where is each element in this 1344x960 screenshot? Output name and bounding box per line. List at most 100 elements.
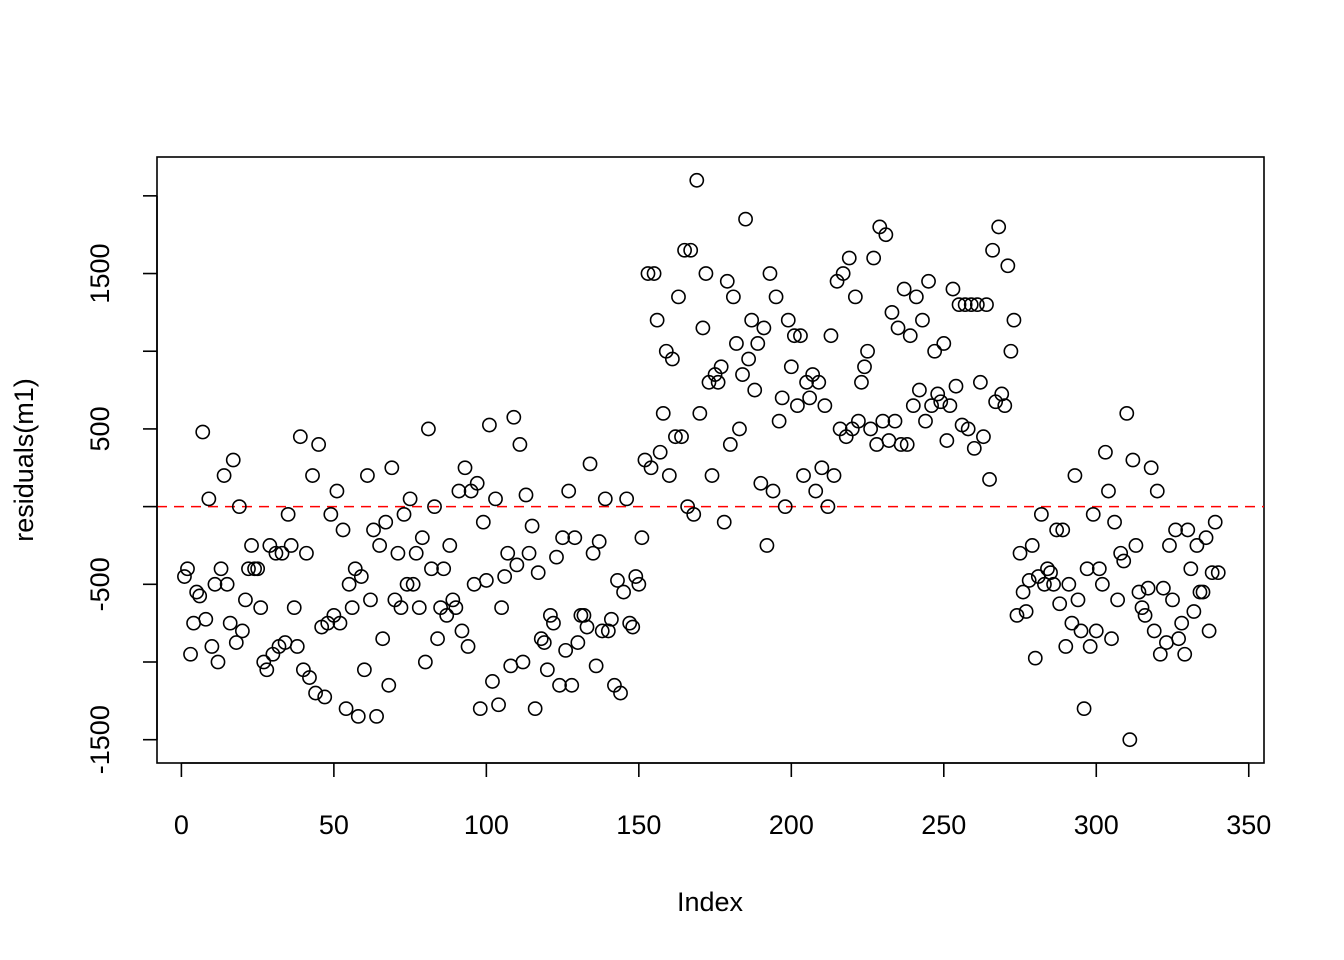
data-point xyxy=(1104,631,1119,647)
data-point xyxy=(183,646,198,662)
y-tick-label: -500 xyxy=(85,557,115,611)
data-point xyxy=(378,514,394,530)
data-point xyxy=(927,343,943,359)
data-point xyxy=(869,437,885,452)
data-point xyxy=(1119,405,1135,421)
data-point xyxy=(350,708,366,724)
data-point xyxy=(396,506,412,522)
x-tick-label: 350 xyxy=(1226,810,1271,840)
data-point xyxy=(1204,565,1220,581)
data-point xyxy=(192,588,208,604)
data-point xyxy=(936,336,952,351)
data-point xyxy=(356,662,372,678)
data-point xyxy=(509,557,525,573)
data-point xyxy=(1107,514,1122,530)
data-point xyxy=(1131,584,1147,600)
data-point xyxy=(1061,576,1077,592)
data-point xyxy=(774,390,790,406)
data-point xyxy=(460,639,476,654)
data-point xyxy=(863,421,879,437)
data-point xyxy=(796,468,811,483)
data-point xyxy=(613,685,628,701)
y-tick-label: -1500 xyxy=(85,705,115,774)
data-point xyxy=(823,328,839,344)
data-point xyxy=(945,281,961,297)
data-point xyxy=(256,654,272,670)
data-point xyxy=(1189,538,1205,553)
data-point xyxy=(469,475,485,491)
data-point xyxy=(369,708,384,724)
data-point xyxy=(738,211,753,227)
x-axis: 0 50 100 150 200 250 300 350 xyxy=(174,762,1271,840)
data-point xyxy=(393,600,409,616)
data-point xyxy=(1033,506,1049,522)
y-axis: -1500 -500 500 1500 xyxy=(85,195,158,774)
data-point xyxy=(671,289,686,305)
data-point xyxy=(908,289,924,305)
data-point xyxy=(372,538,388,553)
data-point xyxy=(286,600,302,616)
data-point xyxy=(491,697,506,713)
data-point xyxy=(969,297,985,313)
data-point xyxy=(704,468,720,483)
data-point xyxy=(363,592,378,608)
data-points xyxy=(177,172,1226,748)
data-point xyxy=(921,273,936,289)
data-point xyxy=(887,413,903,429)
data-point xyxy=(1122,732,1138,748)
data-point xyxy=(1058,639,1074,654)
x-tick-label: 150 xyxy=(616,810,661,840)
data-point xyxy=(594,623,610,639)
data-point xyxy=(1021,573,1037,588)
data-point xyxy=(905,398,921,414)
data-point xyxy=(414,530,430,546)
data-point xyxy=(1024,538,1040,553)
data-point xyxy=(1195,584,1211,600)
data-point xyxy=(814,460,830,476)
data-point xyxy=(524,518,540,534)
x-tick-label: 100 xyxy=(464,810,509,840)
data-point xyxy=(424,561,439,577)
data-point xyxy=(1192,584,1208,600)
data-point xyxy=(207,576,223,592)
data-point xyxy=(1137,607,1153,623)
data-point xyxy=(1015,584,1031,600)
data-point xyxy=(536,635,552,650)
data-point xyxy=(966,440,982,456)
x-tick-label: 250 xyxy=(921,810,966,840)
data-point xyxy=(979,297,994,313)
data-point xyxy=(472,701,488,717)
data-point xyxy=(268,545,284,561)
data-point xyxy=(478,573,494,588)
data-point xyxy=(1186,604,1202,619)
y-axis-label: residuals(m1) xyxy=(9,378,39,542)
data-point xyxy=(213,561,229,577)
data-point xyxy=(1210,565,1226,581)
data-point xyxy=(427,499,442,515)
data-point xyxy=(881,433,897,448)
data-point xyxy=(189,584,205,600)
data-point xyxy=(323,506,339,522)
data-point xyxy=(790,398,805,414)
data-point xyxy=(866,250,882,266)
data-point xyxy=(399,576,415,592)
data-point xyxy=(195,424,211,440)
data-point xyxy=(177,569,192,584)
data-point xyxy=(198,611,214,627)
data-point xyxy=(762,266,778,281)
data-point xyxy=(1198,530,1214,546)
data-point xyxy=(353,569,369,584)
data-point xyxy=(820,499,836,515)
data-point xyxy=(942,398,958,414)
data-point xyxy=(793,328,808,344)
data-point xyxy=(457,460,473,476)
data-point xyxy=(503,658,519,674)
data-point xyxy=(902,328,918,344)
data-point xyxy=(411,600,427,616)
data-point xyxy=(1174,615,1190,631)
data-point xyxy=(817,398,833,414)
data-point xyxy=(335,522,351,538)
data-point xyxy=(918,413,933,429)
data-point xyxy=(744,312,760,328)
data-point xyxy=(802,390,818,406)
